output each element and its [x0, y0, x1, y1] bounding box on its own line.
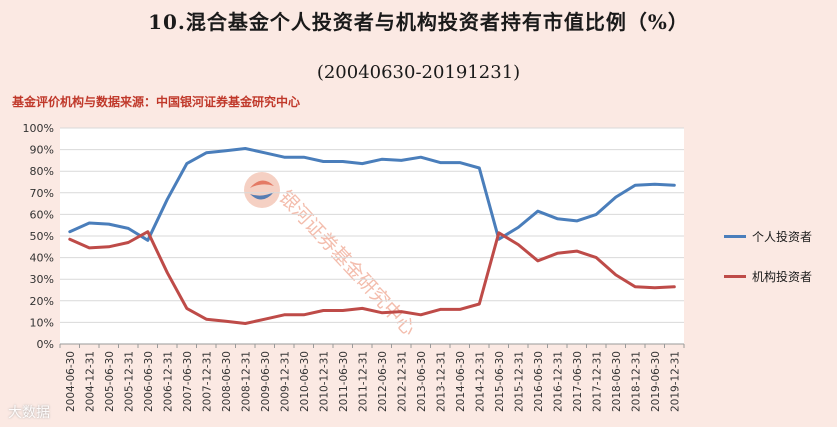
watermark-seal-mark-bottom [250, 192, 274, 200]
y-tick-label: 40% [30, 252, 54, 265]
x-tick-label: 2004-06-30 [65, 351, 77, 412]
chart-title: 10.混合基金个人投资者与机构投资者持有市值比例（%） [148, 10, 689, 34]
legend-swatch-individual [724, 235, 746, 238]
x-tick-label: 2017-06-30 [572, 351, 584, 412]
x-tick-label: 2019-06-30 [650, 351, 662, 412]
x-tick-label: 2013-06-30 [416, 351, 428, 412]
x-tick-label: 2011-06-30 [338, 351, 350, 412]
x-tick-label: 2014-12-31 [474, 351, 486, 412]
y-tick-label: 10% [30, 316, 54, 329]
legend-item-individual: 个人投资者 [724, 228, 812, 245]
y-tick-label: 70% [30, 187, 54, 200]
legend-item-institutional: 机构投资者 [724, 268, 812, 285]
x-tick-label: 2005-06-30 [104, 351, 116, 412]
x-tick-label: 2006-12-31 [162, 351, 174, 412]
y-tick-label: 0% [37, 338, 54, 351]
x-tick-label: 2011-12-31 [357, 351, 369, 412]
y-tick-label: 80% [30, 165, 54, 178]
x-tick-label: 2008-12-31 [240, 351, 252, 412]
x-tick-label: 2015-12-31 [513, 351, 525, 412]
x-tick-label: 2018-12-31 [630, 351, 642, 412]
x-tick-label: 2008-06-30 [221, 351, 233, 412]
x-tick-label: 2018-06-30 [611, 351, 623, 412]
x-tick-label: 2012-06-30 [377, 351, 389, 412]
x-tick-label: 2014-06-30 [455, 351, 467, 412]
y-tick-label: 20% [30, 295, 54, 308]
legend-swatch-institutional [724, 275, 746, 278]
x-tick-label: 2009-12-31 [279, 351, 291, 412]
x-tick-label: 2016-06-30 [533, 351, 545, 412]
series-line-institutional [68, 230, 676, 325]
x-tick-label: 2015-06-30 [494, 351, 506, 412]
series-line-individual [68, 147, 676, 242]
y-tick-label: 60% [30, 208, 54, 221]
y-tick-label: 100% [23, 122, 54, 135]
x-tick-label: 2007-12-31 [201, 351, 213, 412]
x-tick-label: 2017-12-31 [591, 351, 603, 412]
source-note: 基金评价机构与数据来源：中国银河证券基金研究中心 [12, 95, 301, 109]
y-tick-label: 90% [30, 144, 54, 157]
x-tick-label: 2005-12-31 [123, 351, 135, 412]
chart-subtitle: (20040630-20191231) [316, 62, 521, 83]
watermark-seal-mark-top [250, 180, 274, 188]
x-tick-label: 2007-06-30 [182, 351, 194, 412]
x-tick-label: 2013-12-31 [435, 351, 447, 412]
y-tick-label: 30% [30, 273, 54, 286]
x-tick-label: 2016-12-31 [552, 351, 564, 412]
x-tick-label: 2006-06-30 [143, 351, 155, 412]
corner-watermark: 大数据 [8, 405, 50, 421]
legend-label-individual: 个人投资者 [752, 230, 813, 244]
watermark-seal [244, 172, 280, 208]
x-tick-label: 2004-12-31 [84, 351, 96, 412]
x-tick-label: 2010-06-30 [299, 351, 311, 412]
legend-label-institutional: 机构投资者 [752, 270, 813, 284]
x-tick-label: 2010-12-31 [318, 351, 330, 412]
x-tick-label: 2009-06-30 [260, 351, 272, 412]
x-tick-label: 2019-12-31 [669, 351, 681, 412]
y-tick-label: 50% [30, 230, 54, 243]
x-tick-label: 2012-12-31 [396, 351, 408, 412]
